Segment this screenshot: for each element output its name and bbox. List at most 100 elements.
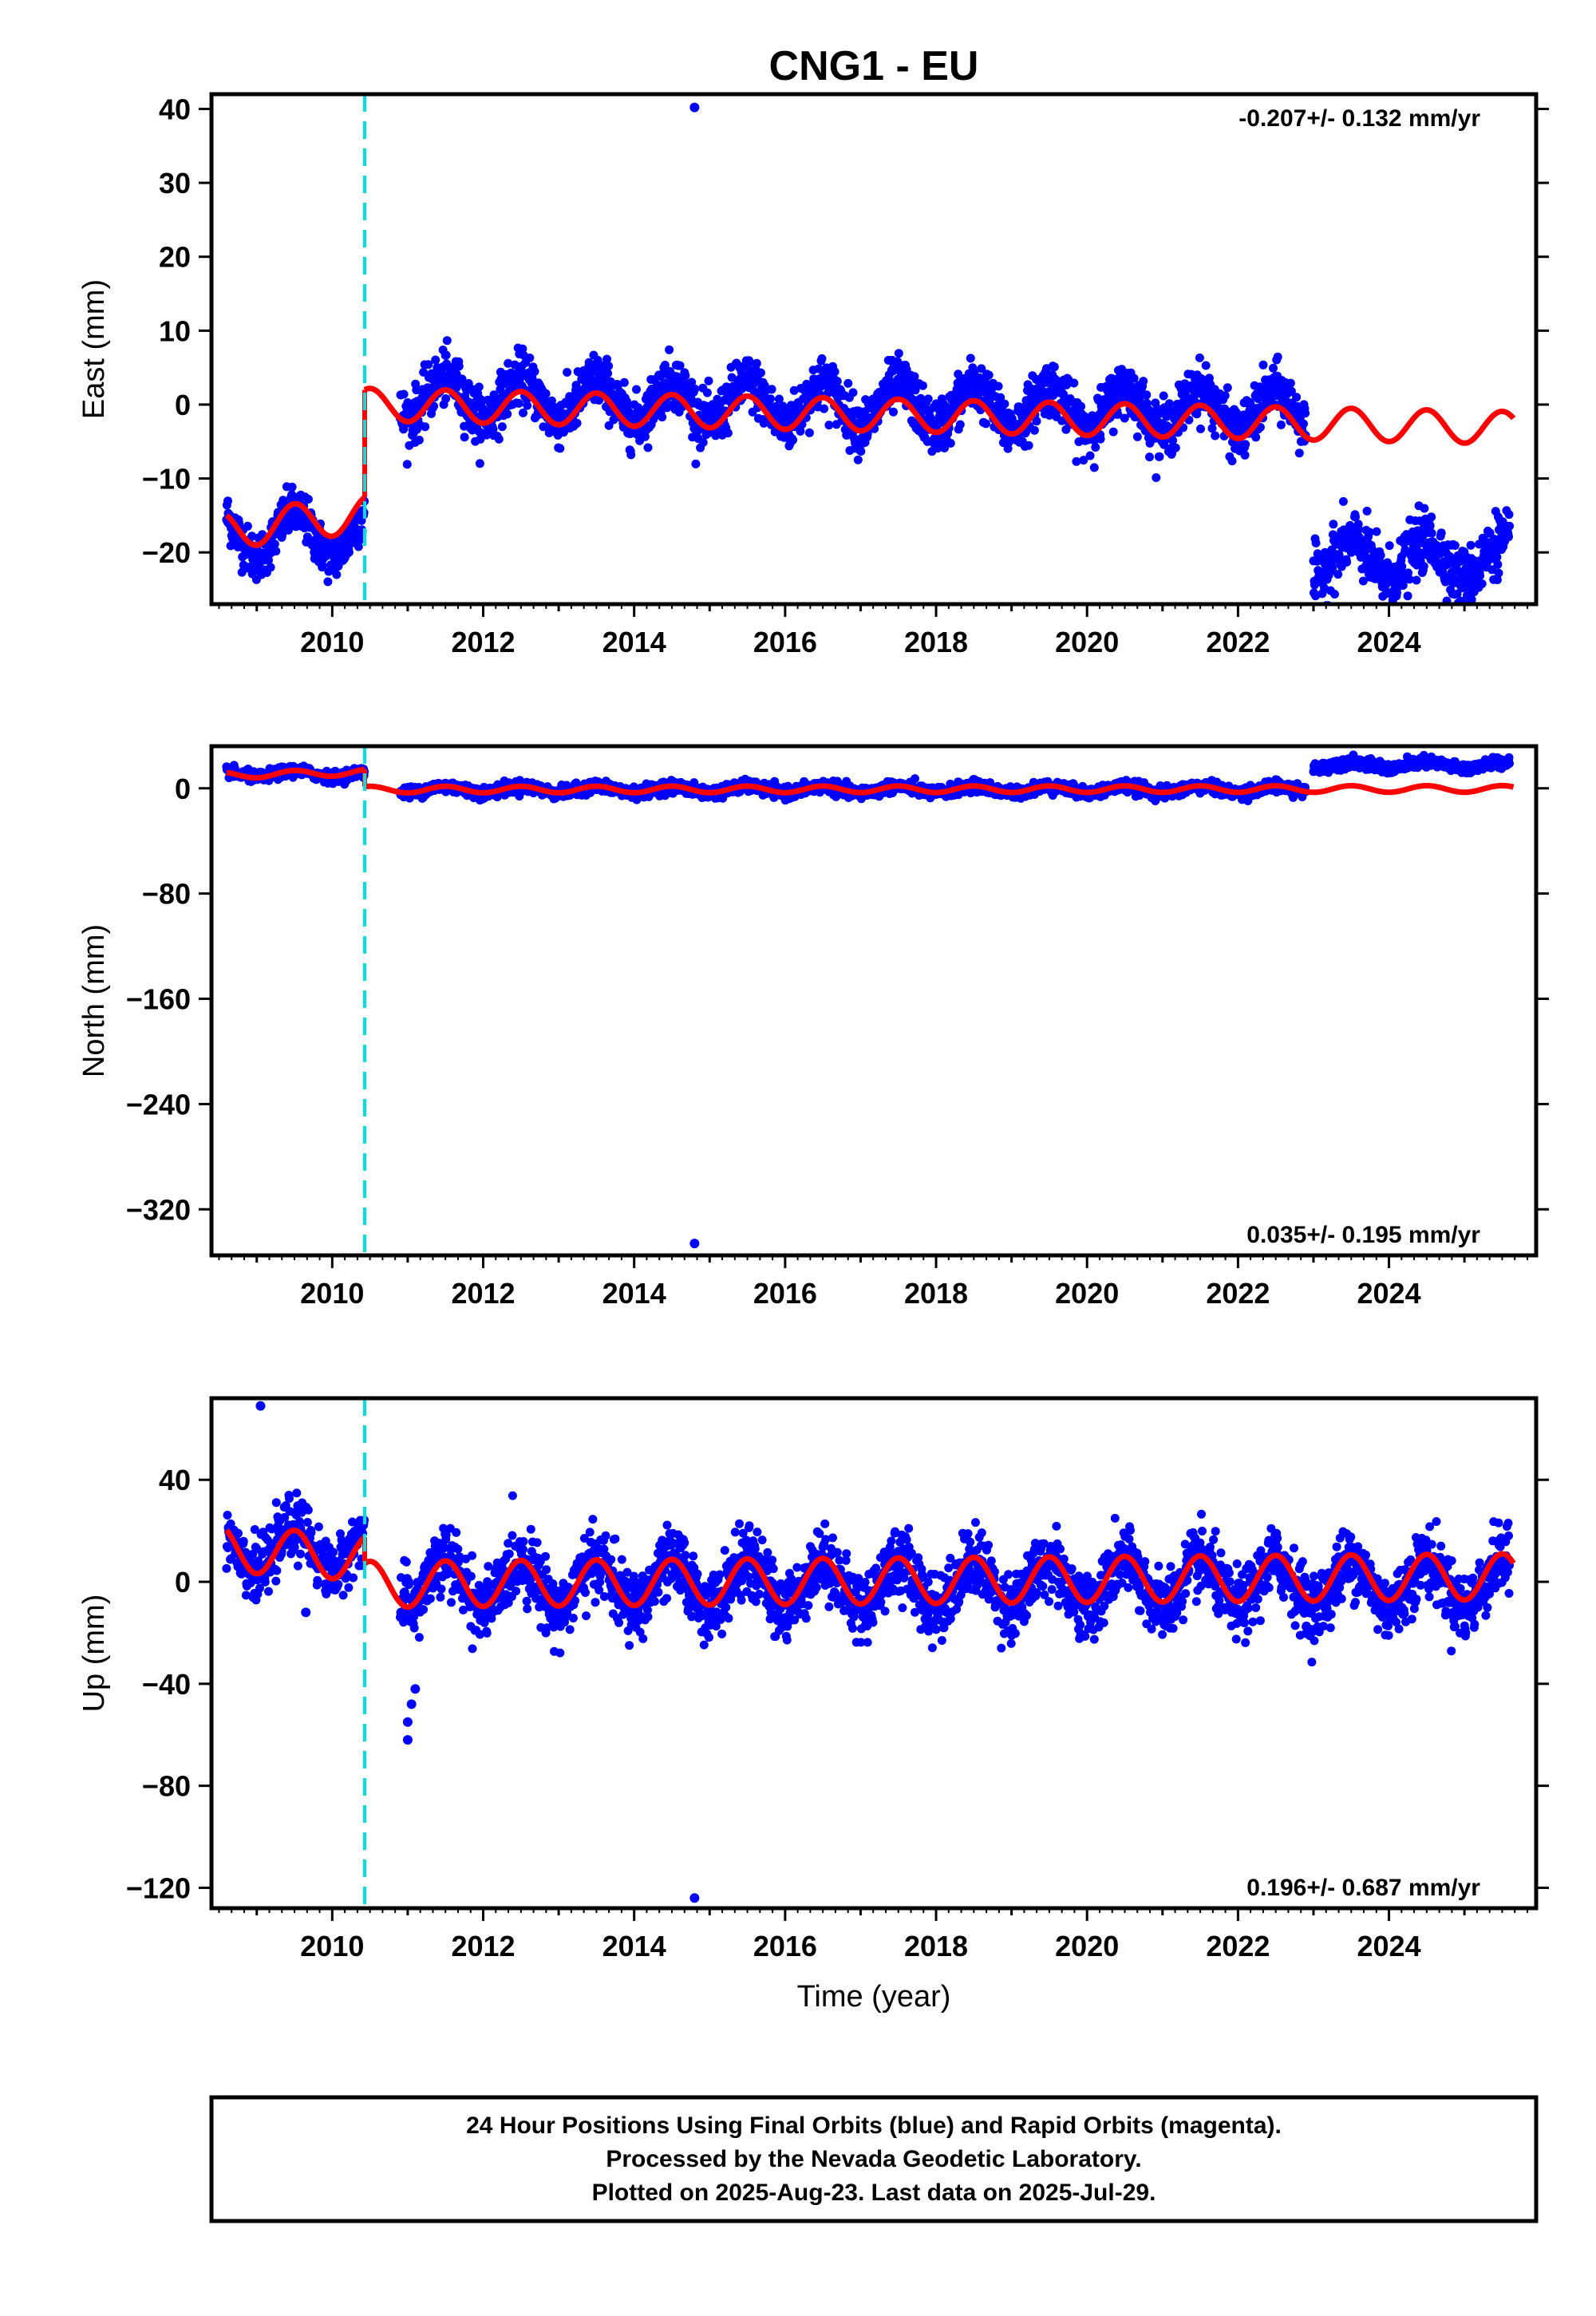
east-point (1159, 391, 1168, 401)
east-point (1419, 562, 1428, 571)
east-point (419, 367, 429, 377)
east-point (681, 371, 690, 381)
east-point (675, 361, 685, 370)
east-point (414, 435, 424, 445)
east-point (1385, 541, 1394, 551)
east-point (1299, 419, 1308, 429)
east-point (1196, 424, 1205, 433)
east-point (1120, 413, 1129, 423)
east-point (441, 394, 451, 403)
east-point (1427, 512, 1436, 522)
east-point (1329, 520, 1338, 529)
east-point (1207, 424, 1217, 433)
east-point (287, 482, 297, 492)
east-point (547, 396, 556, 405)
north-panel: 2010 2012 2014 2016 2018 2020 2022 20240−80−160… (77, 744, 1549, 1310)
east-point (1505, 521, 1514, 531)
east-y-tick-label: −20 (142, 536, 191, 569)
east-point (1091, 443, 1100, 452)
east-point (266, 563, 275, 572)
east-point (830, 367, 839, 377)
east-point (1223, 383, 1232, 393)
east-point (856, 447, 866, 456)
east-point (510, 360, 519, 370)
east-point (354, 542, 363, 551)
east-point (1286, 386, 1296, 396)
east-point (1485, 528, 1495, 538)
east-point (1397, 562, 1407, 571)
east-point (704, 376, 713, 385)
east-point (657, 370, 666, 379)
east-point (525, 354, 535, 362)
east-point (946, 438, 955, 448)
east-point (789, 385, 799, 395)
east-x-tick-label: 2012 (451, 626, 515, 658)
east-point (593, 355, 602, 365)
east-point (687, 377, 697, 387)
east-x-tick-label: 2014 (602, 626, 666, 658)
east-point (1152, 473, 1161, 482)
east-point (774, 394, 784, 404)
east-point (752, 358, 761, 368)
east-point (1089, 463, 1099, 472)
east-point (519, 408, 527, 417)
east-point (853, 455, 863, 464)
east-point (530, 367, 539, 376)
east-point (431, 355, 440, 365)
east-point (658, 413, 667, 422)
east-point (1096, 434, 1105, 444)
east-point (1276, 420, 1286, 429)
east-point (454, 362, 464, 371)
east-point (1294, 449, 1304, 458)
east-point (820, 404, 829, 413)
east-point (1476, 571, 1485, 580)
east-point (1425, 521, 1435, 531)
east-point (604, 362, 614, 371)
east-point (1145, 453, 1154, 462)
east-point (603, 369, 613, 378)
east-point (911, 385, 920, 395)
east-point (323, 577, 333, 587)
east-point (1358, 576, 1368, 586)
east-point (303, 495, 313, 504)
east-model-line (224, 495, 367, 548)
east-outlier-point (689, 102, 700, 113)
east-point (788, 435, 798, 445)
east-point (1241, 440, 1250, 449)
east-point (1220, 391, 1230, 401)
east-point (723, 429, 733, 438)
east-point (572, 418, 582, 428)
east-y-tick-label: −10 (142, 463, 191, 496)
east-x-tick-label: 2020 (1055, 626, 1119, 658)
east-point (766, 394, 775, 404)
east-point (402, 460, 412, 469)
east-point (474, 382, 484, 392)
east-point (1492, 575, 1502, 584)
east-point (894, 349, 903, 358)
east-point (1334, 551, 1344, 560)
east-point (982, 419, 990, 429)
east-point (1477, 579, 1487, 588)
east-point (514, 398, 523, 408)
east-point (488, 425, 498, 434)
east-point (429, 401, 439, 411)
east-point (966, 354, 975, 363)
east-point (843, 378, 853, 388)
east-point (464, 379, 473, 388)
east-point (640, 432, 650, 441)
east-point (1342, 557, 1352, 567)
east-y-axis-label: East (mm) (77, 279, 111, 419)
east-point (523, 401, 532, 410)
east-point (1227, 456, 1237, 466)
east-point (1292, 393, 1302, 402)
east-point (757, 368, 765, 377)
chart-title: CNG1 - EU (769, 43, 979, 89)
east-point (475, 459, 484, 468)
east-point (1273, 352, 1282, 362)
east-point (1420, 504, 1429, 513)
east-point (270, 539, 279, 549)
east-point (1330, 590, 1339, 599)
east-point (996, 393, 1005, 402)
east-point (494, 434, 504, 444)
east-point (332, 570, 342, 579)
